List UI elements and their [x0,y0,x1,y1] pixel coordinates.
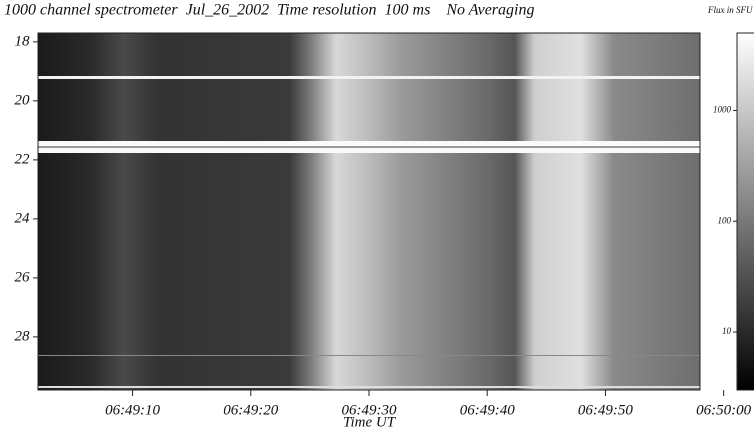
x-tick-label: 06:49:40 [460,402,515,418]
spectrogram-image [38,33,700,390]
x-tick-label: 06:49:10 [105,402,160,418]
x-tick-label: 06:49:20 [223,402,278,418]
y-tick-label: 26 [15,269,31,285]
y-tick-label: 28 [15,328,31,344]
y-tick-label: 24 [15,210,31,226]
chart-title: 1000 channel spectrometer Jul_26_2002 Ti… [4,2,534,19]
y-tick-label: 20 [15,92,31,108]
colorbar [736,32,754,391]
x-tick-label: 06:49:30 [342,402,397,418]
x-tick-label: 06:49:50 [578,402,633,418]
y-tick-label: 22 [15,151,31,167]
x-tick-label: 06:50:00 [696,402,751,418]
x-axis-label: Time UT [343,414,397,430]
colorbar-label: Flux in SFU [707,5,753,15]
colorbar-tick-label: 100 [718,215,732,225]
y-tick-label: 18 [15,33,31,49]
colorbar-tick-label: 10 [722,326,732,336]
colorbar-tick-label: 1000 [713,105,732,115]
